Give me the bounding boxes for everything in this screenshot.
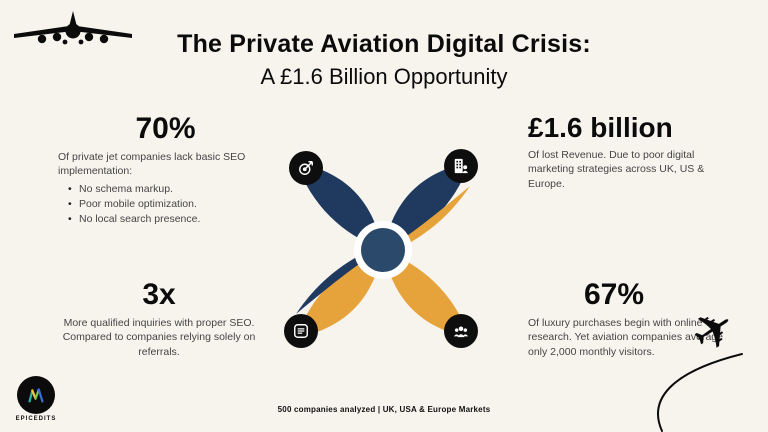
brand-logo-icon: [17, 376, 55, 414]
brand-logo: EPICEDITS: [12, 376, 60, 422]
page-title: The Private Aviation Digital Crisis: A £…: [0, 30, 768, 90]
stat-online-research: 67% Of luxury purchases begin with onlin…: [528, 278, 736, 359]
title-line-bold: The Private Aviation Digital Crisis:: [177, 30, 591, 58]
target-seo-icon: [289, 151, 323, 185]
bullet-item: Poor mobile optimization.: [68, 197, 273, 212]
brand-name: EPICEDITS: [15, 416, 57, 422]
stat-seo-gap-desc: Of private jet companies lack basic SEO …: [58, 151, 246, 178]
stat-inquiries-desc: More qualified inquiries with proper SEO…: [62, 317, 256, 358]
stat-seo-gap-bullets: No schema markup. Poor mobile optimizati…: [68, 182, 273, 228]
document-list-icon: [284, 314, 318, 348]
stat-seo-gap-value: 70%: [135, 112, 196, 145]
center-x-graphic: [258, 138, 508, 363]
ribbon-x-shape: [296, 162, 470, 338]
bullet-item: No local search presence.: [68, 212, 273, 227]
bullet-item: No schema markup.: [68, 182, 273, 197]
stat-lost-revenue-desc: Of lost Revenue. Due to poor digital mar…: [528, 149, 705, 190]
stat-online-research-desc: Of luxury purchases begin with online re…: [528, 317, 723, 358]
stat-lost-revenue-value: £1.6 billion: [528, 112, 673, 143]
stat-inquiries-value: 3x: [142, 278, 176, 311]
footer-note: 500 companies analyzed | UK, USA & Europ…: [277, 405, 491, 414]
audience-people-icon: [444, 314, 478, 348]
stat-online-research-value: 67%: [584, 278, 645, 311]
company-building-icon: [444, 149, 478, 183]
flight-trail-line: [657, 353, 743, 432]
stat-inquiries: 3x More qualified inquiries with proper …: [50, 278, 268, 359]
airplane-front-icon: [14, 11, 132, 45]
title-line-regular: A £1.6 Billion Opportunity: [260, 64, 508, 89]
stat-seo-gap: 70% Of private jet companies lack basic …: [58, 112, 273, 228]
stat-lost-revenue: £1.6 billion Of lost Revenue. Due to poo…: [528, 112, 730, 191]
